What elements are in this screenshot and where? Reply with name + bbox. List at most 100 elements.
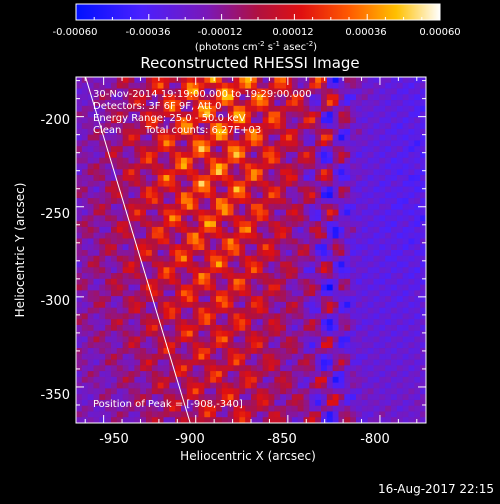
heatmap-cell bbox=[286, 388, 293, 395]
heatmap-cell bbox=[291, 82, 299, 89]
heatmap-cell bbox=[87, 359, 94, 366]
heatmap-cell bbox=[151, 273, 159, 280]
heatmap-cell bbox=[332, 250, 339, 257]
heatmap-cell bbox=[262, 192, 269, 199]
heatmap-cell bbox=[221, 330, 229, 337]
heatmap-cell bbox=[361, 353, 369, 360]
heatmap-cell bbox=[186, 146, 194, 153]
heatmap-cell bbox=[297, 94, 304, 101]
heatmap-cell bbox=[262, 273, 269, 280]
heatmap-cell bbox=[76, 255, 83, 262]
heatmap-cell bbox=[239, 250, 246, 257]
heatmap-cell bbox=[379, 313, 386, 320]
heatmap-cell bbox=[151, 290, 159, 297]
heatmap-cell bbox=[373, 290, 380, 297]
heatmap-cell bbox=[280, 186, 287, 193]
heatmap-cell bbox=[420, 273, 426, 280]
heatmap-cell bbox=[262, 186, 269, 193]
heatmap-cell bbox=[87, 134, 94, 141]
heatmap-cell bbox=[379, 123, 386, 130]
heatmap-cell bbox=[280, 146, 287, 153]
heatmap-cell bbox=[408, 330, 415, 337]
heatmap-cell bbox=[105, 319, 112, 326]
heatmap-cell bbox=[361, 399, 369, 407]
heatmap-cell bbox=[146, 198, 153, 205]
heatmap-cell bbox=[356, 238, 363, 245]
heatmap-cell bbox=[116, 105, 124, 112]
heatmap-cell bbox=[111, 82, 118, 89]
heatmap-cell bbox=[338, 180, 345, 187]
heatmap-cell bbox=[93, 180, 100, 187]
heatmap-cell bbox=[256, 336, 264, 343]
heatmap-cell bbox=[210, 128, 217, 136]
heatmap-cell bbox=[140, 365, 147, 372]
heatmap-cell bbox=[134, 359, 141, 366]
heatmap-cell bbox=[175, 232, 182, 239]
heatmap-cell bbox=[420, 209, 426, 216]
heatmap-cell bbox=[87, 278, 94, 285]
heatmap-cell bbox=[332, 203, 339, 211]
heatmap-cell bbox=[262, 319, 269, 326]
heatmap-cell bbox=[321, 175, 328, 182]
heatmap-cell bbox=[140, 82, 147, 89]
heatmap-cell bbox=[373, 278, 380, 285]
heatmap-cell bbox=[356, 342, 363, 349]
heatmap-cell bbox=[204, 226, 211, 234]
heatmap-cell bbox=[291, 365, 299, 372]
heatmap-cell bbox=[356, 376, 363, 384]
heatmap-cell bbox=[151, 88, 159, 95]
heatmap-cell bbox=[414, 169, 421, 176]
heatmap-cell bbox=[379, 388, 386, 395]
heatmap-cell bbox=[338, 319, 345, 326]
heatmap-cell bbox=[274, 284, 281, 291]
heatmap-cell bbox=[326, 198, 334, 205]
heatmap-cell bbox=[181, 330, 188, 337]
heatmap-cell bbox=[321, 319, 328, 326]
heatmap-cell bbox=[408, 244, 415, 251]
heatmap-cell bbox=[245, 157, 252, 164]
heatmap-cell bbox=[356, 307, 363, 314]
heatmap-cell bbox=[315, 319, 322, 326]
heatmap-cell bbox=[326, 105, 334, 112]
heatmap-cell bbox=[414, 203, 421, 211]
heatmap-cell bbox=[373, 134, 380, 141]
heatmap-cell bbox=[87, 342, 94, 349]
heatmap-cell bbox=[157, 336, 164, 343]
heatmap-cell bbox=[367, 405, 374, 412]
heatmap-cell bbox=[175, 399, 182, 407]
heatmap-cell bbox=[350, 388, 357, 395]
heatmap-cell bbox=[385, 359, 392, 366]
heatmap-cell bbox=[76, 319, 83, 326]
heatmap-cell bbox=[186, 94, 194, 101]
heatmap-cell bbox=[268, 163, 275, 170]
heatmap-cell bbox=[198, 353, 205, 360]
heatmap-cell bbox=[262, 382, 269, 389]
heatmap-cell bbox=[256, 250, 264, 257]
heatmap-cell bbox=[128, 163, 135, 170]
heatmap-cell bbox=[116, 417, 124, 423]
heatmap-cell bbox=[140, 324, 147, 332]
heatmap-cell bbox=[408, 198, 415, 205]
heatmap-cell bbox=[321, 261, 328, 268]
heatmap-cell bbox=[367, 284, 374, 291]
heatmap-cell bbox=[315, 250, 322, 257]
heatmap-cell bbox=[122, 388, 129, 395]
heatmap-cell bbox=[274, 330, 281, 337]
heatmap-cell bbox=[326, 353, 334, 360]
heatmap-cell bbox=[408, 134, 415, 141]
heatmap-cell bbox=[245, 77, 252, 84]
heatmap-cell bbox=[175, 221, 182, 228]
heatmap-cell bbox=[192, 146, 199, 153]
heatmap-cell bbox=[262, 388, 269, 395]
heatmap-cell bbox=[163, 250, 170, 257]
heatmap-cell bbox=[239, 273, 246, 280]
heatmap-cell bbox=[251, 273, 258, 280]
heatmap-cell bbox=[128, 359, 135, 366]
heatmap-cell bbox=[274, 186, 281, 193]
heatmap-cell bbox=[204, 88, 211, 95]
heatmap-cell bbox=[81, 209, 89, 216]
heatmap-cell bbox=[268, 359, 275, 366]
heatmap-cell bbox=[99, 134, 106, 141]
heatmap-cell bbox=[128, 175, 135, 182]
heatmap-cell bbox=[396, 313, 404, 320]
